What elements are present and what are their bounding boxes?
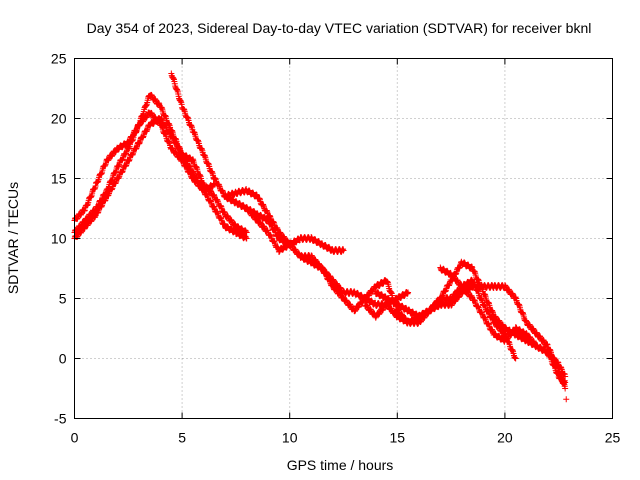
x-axis-label: GPS time / hours <box>287 457 394 473</box>
data-point <box>562 373 569 380</box>
y-tick-label: 15 <box>51 171 67 187</box>
data-point <box>512 355 519 362</box>
data-point <box>562 385 569 392</box>
data-point <box>405 289 412 296</box>
y-tick-label: 5 <box>59 291 67 307</box>
x-tick-label: 15 <box>390 430 406 446</box>
data-series <box>563 396 570 403</box>
data-series <box>372 258 569 386</box>
data-point <box>340 247 347 254</box>
y-tick-label: -5 <box>54 411 67 427</box>
y-tick-label: 10 <box>51 231 67 247</box>
x-tick-label: 20 <box>497 430 513 446</box>
data-point <box>563 396 570 403</box>
data-series <box>243 204 412 309</box>
y-axis-label: SDTVAR / TECUs <box>5 182 21 294</box>
x-tick-label: 0 <box>71 430 79 446</box>
data-series <box>437 264 569 380</box>
y-tick-label: 25 <box>51 51 67 67</box>
data-point <box>562 379 569 386</box>
x-tick-label: 10 <box>282 430 298 446</box>
chart-title: Day 354 of 2023, Sidereal Day-to-day VTE… <box>87 20 592 36</box>
data-series <box>71 115 250 242</box>
data-point <box>243 229 250 236</box>
data-point <box>243 235 250 242</box>
y-tick-label: 20 <box>51 111 67 127</box>
x-tick-label: 5 <box>178 430 186 446</box>
y-tick-label: 0 <box>59 351 67 367</box>
data-points <box>71 70 570 403</box>
x-tick-label: 25 <box>605 430 621 446</box>
grid <box>74 58 613 419</box>
